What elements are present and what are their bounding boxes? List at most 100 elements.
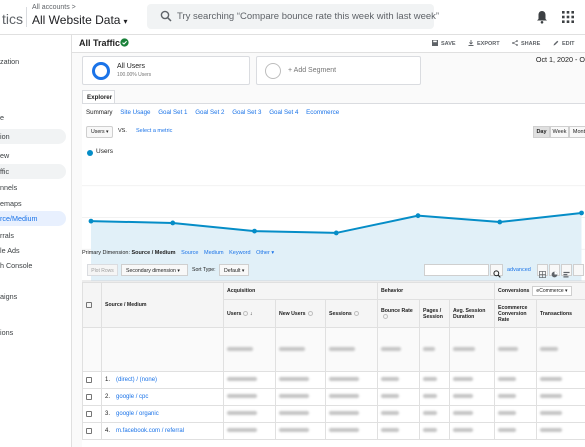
avg-session-duration-column-header[interactable]: Avg. Session Duration — [449, 299, 495, 328]
row-checkbox[interactable] — [86, 427, 92, 434]
granularity-week[interactable]: Week — [550, 126, 569, 138]
dimension-medium-link[interactable]: Medium — [204, 250, 224, 256]
conversion-type-value: eCommerce — [536, 288, 564, 294]
notifications-bell-icon[interactable] — [536, 10, 548, 24]
nav-item-customization[interactable]: zation — [0, 57, 20, 66]
source-medium-link[interactable]: (direct) / (none) — [116, 377, 158, 383]
share-button[interactable]: SHARE — [512, 40, 540, 47]
dimension-source-link[interactable]: Source — [181, 250, 199, 256]
table-row[interactable]: 4. m.facebook.com / referral — [82, 422, 585, 440]
select-all-cell[interactable] — [82, 282, 102, 328]
account-breadcrumb[interactable]: All accounts > — [32, 4, 76, 11]
nav-item-2[interactable] — [0, 91, 66, 106]
nav-item-campaigns[interactable]: aigns — [0, 292, 18, 301]
row-select-cell[interactable] — [82, 371, 102, 389]
edit-label: EDIT — [562, 41, 575, 47]
granularity-month[interactable]: Mont — [569, 126, 585, 138]
save-label: SAVE — [441, 41, 456, 47]
edit-button[interactable]: EDIT — [553, 40, 575, 47]
view-performance-button[interactable] — [561, 264, 572, 278]
nav-item-google-ads[interactable]: le Ads — [0, 246, 20, 255]
nav-item-4[interactable]: e — [0, 113, 4, 122]
row-select-cell[interactable] — [82, 422, 102, 440]
pages-cell-blurred — [419, 405, 450, 423]
nav-item-search-console[interactable]: h Console — [0, 261, 33, 270]
export-label: EXPORT — [477, 41, 500, 47]
duration-cell-blurred — [449, 388, 495, 406]
sessions-column-header[interactable]: Sessions — [325, 299, 378, 328]
table-filter-input[interactable] — [424, 264, 489, 276]
new-users-cell-blurred — [275, 405, 326, 423]
users-column-header[interactable]: Users ↓ — [223, 299, 276, 328]
conversion-type-dropdown[interactable]: eCommerce ▾ — [532, 286, 572, 296]
row-checkbox[interactable] — [86, 376, 92, 383]
dimension-other-link[interactable]: Other ▾ — [256, 250, 275, 256]
add-segment-button[interactable]: + Add Segment — [256, 56, 421, 85]
metric-dropdown[interactable]: Users ▾ — [86, 126, 113, 138]
subtab-goal-set-3[interactable]: Goal Set 3 — [232, 109, 262, 116]
select-all-checkbox[interactable] — [86, 301, 92, 308]
new-users-column-header[interactable]: New Users — [275, 299, 326, 328]
table-row[interactable]: 3. google / organic — [82, 405, 585, 423]
sort-type-dropdown[interactable]: Default ▾ — [219, 264, 249, 276]
share-label: SHARE — [521, 41, 541, 47]
totals-transactions-blurred — [536, 327, 585, 372]
transactions-column-header[interactable]: Transactions — [536, 299, 585, 328]
segment-all-users[interactable]: All Users 100.00% Users — [82, 56, 250, 85]
transactions-cell-blurred — [536, 405, 585, 423]
table-row[interactable]: 2. google / cpc — [82, 388, 585, 406]
sessions-cell-blurred — [325, 405, 378, 423]
select-metric-link[interactable]: Select a metric — [136, 128, 173, 134]
source-medium-header: Source / Medium — [101, 282, 224, 328]
row-select-cell[interactable] — [82, 388, 102, 406]
apps-grid-icon[interactable] — [562, 11, 574, 23]
ecommerce-conversion-rate-column-header[interactable]: Ecommerce Conversion Rate — [494, 299, 537, 328]
totals-ecom-rate-blurred — [494, 327, 537, 372]
save-button[interactable]: SAVE — [432, 40, 456, 47]
save-icon — [432, 40, 438, 46]
source-medium-link[interactable]: google / cpc — [116, 394, 149, 400]
table-row[interactable]: 1. (direct) / (none) — [82, 371, 585, 389]
view-data-table-button[interactable] — [537, 264, 548, 278]
subtab-ecommerce[interactable]: Ecommerce — [306, 109, 340, 116]
subtab-goal-set-1[interactable]: Goal Set 1 — [158, 109, 188, 116]
nav-item-source-medium[interactable]: rce/Medium — [0, 211, 66, 226]
nav-item-all-traffic[interactable]: ffic — [0, 164, 66, 179]
date-range-picker[interactable]: Oct 1, 2020 - O — [535, 55, 585, 64]
nav-item-referrals[interactable]: rrals — [0, 231, 14, 240]
row-select-cell[interactable] — [82, 405, 102, 423]
table-filter-button[interactable] — [490, 264, 503, 278]
nav-item-social[interactable] — [0, 274, 66, 289]
duration-cell-blurred — [449, 422, 495, 440]
pages-session-column-header[interactable]: Pages / Session — [419, 299, 450, 328]
subtab-summary[interactable]: Summary — [86, 109, 113, 116]
dimension-other-label: Other — [256, 250, 270, 256]
subtab-goal-set-2[interactable]: Goal Set 2 — [195, 109, 225, 116]
nav-item-conversions[interactable]: ions — [0, 328, 14, 337]
export-button[interactable]: EXPORT — [468, 40, 500, 47]
users-cell-blurred — [223, 405, 276, 423]
dimension-keyword-link[interactable]: Keyword — [229, 250, 251, 256]
account-selector[interactable]: All Website Data ▾ — [32, 13, 128, 27]
plot-rows-button[interactable]: Plot Rows — [87, 264, 118, 276]
nav-item-treemaps[interactable]: emaps — [0, 199, 22, 208]
nav-item-acquisition[interactable]: ion — [0, 129, 66, 144]
granularity-day[interactable]: Day — [533, 126, 550, 138]
view-comparison-button[interactable] — [573, 264, 584, 276]
source-medium-link[interactable]: m.facebook.com / referral — [116, 428, 185, 434]
tab-explorer[interactable]: Explorer — [82, 90, 115, 104]
nav-item-overview[interactable]: ew — [0, 151, 10, 160]
bounce-rate-column-header[interactable]: Bounce Rate — [377, 299, 420, 328]
row-checkbox[interactable] — [86, 410, 92, 417]
view-percentage-button[interactable] — [549, 264, 560, 278]
nav-item-16[interactable] — [0, 305, 66, 320]
advanced-filter-link[interactable]: advanced — [507, 267, 531, 273]
secondary-dimension-dropdown[interactable]: Secondary dimension ▾ — [121, 264, 188, 276]
source-medium-link[interactable]: google / organic — [116, 411, 159, 417]
ecom-rate-cell-blurred — [494, 422, 537, 440]
nav-item-channels[interactable]: nnels — [0, 183, 18, 192]
row-checkbox[interactable] — [86, 393, 92, 400]
subtab-site-usage[interactable]: Site Usage — [120, 109, 151, 116]
search-bar[interactable]: Try searching “Compare bounce rate this … — [147, 4, 439, 29]
subtab-goal-set-4[interactable]: Goal Set 4 — [269, 109, 299, 116]
